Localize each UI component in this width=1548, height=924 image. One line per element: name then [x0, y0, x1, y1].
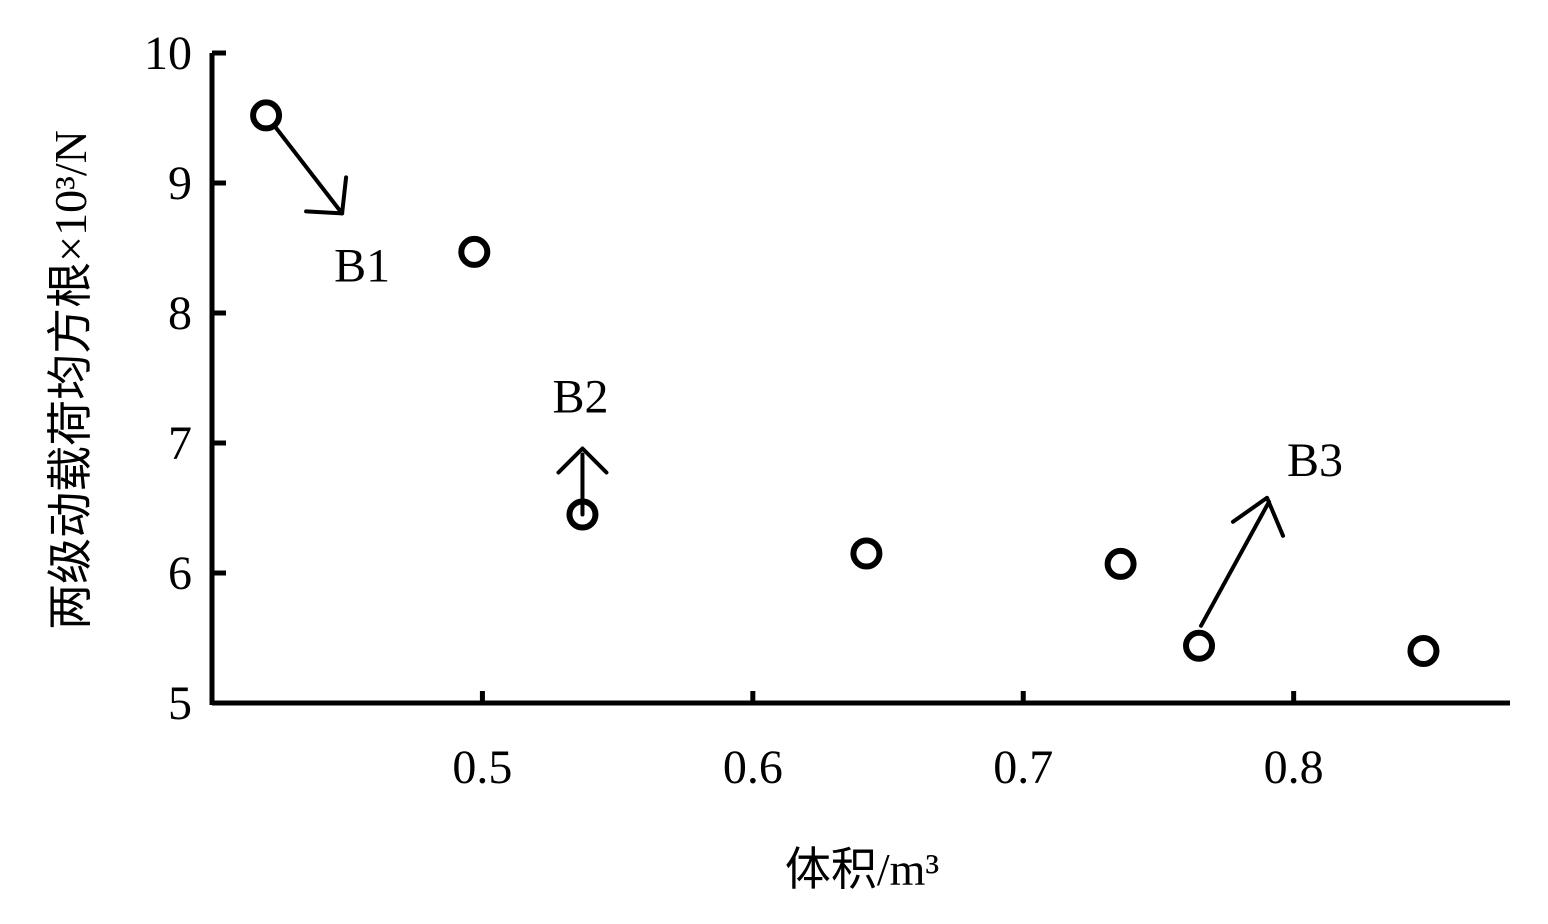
annotation-arrow-head — [1231, 495, 1286, 538]
y-tick-label: 6 — [168, 547, 192, 600]
data-point — [458, 235, 491, 268]
annotation-label: B2 — [552, 371, 608, 424]
annotation-label: B1 — [334, 239, 390, 292]
data-point — [850, 537, 883, 570]
annotations: B1 B2 B3 — [272, 123, 1343, 628]
data-point — [1104, 547, 1137, 580]
data-point — [250, 99, 283, 132]
x-tick-label: 0.6 — [723, 741, 783, 794]
x-tick-label: 0.8 — [1264, 741, 1324, 794]
y-tick-label: 10 — [144, 27, 192, 80]
y-tick-label: 9 — [168, 157, 192, 210]
data-point — [1407, 635, 1440, 667]
annotation-arrow-line — [1199, 499, 1272, 628]
data-points — [250, 99, 1440, 667]
x-tick-label: 0.7 — [993, 741, 1053, 794]
y-axis-label: 两级动载荷均方根×10³/N — [45, 130, 96, 630]
x-tick-label: 0.5 — [452, 741, 512, 794]
x-axis-label: 体积/m³ — [785, 844, 939, 895]
annotation-label: B3 — [1287, 434, 1343, 487]
y-tick-label: 8 — [168, 287, 192, 340]
ticks: 0.5 0.6 0.7 0.8 5 6 7 8 9 10 — [144, 27, 1324, 794]
annotation-arrow-head — [304, 175, 349, 216]
y-tick-label: 7 — [168, 417, 192, 470]
y-tick-label: 5 — [168, 677, 192, 730]
axes — [209, 53, 1510, 706]
annotation-arrow-line — [272, 123, 345, 216]
data-point — [1183, 629, 1216, 662]
annotation-arrow-head — [556, 446, 609, 475]
